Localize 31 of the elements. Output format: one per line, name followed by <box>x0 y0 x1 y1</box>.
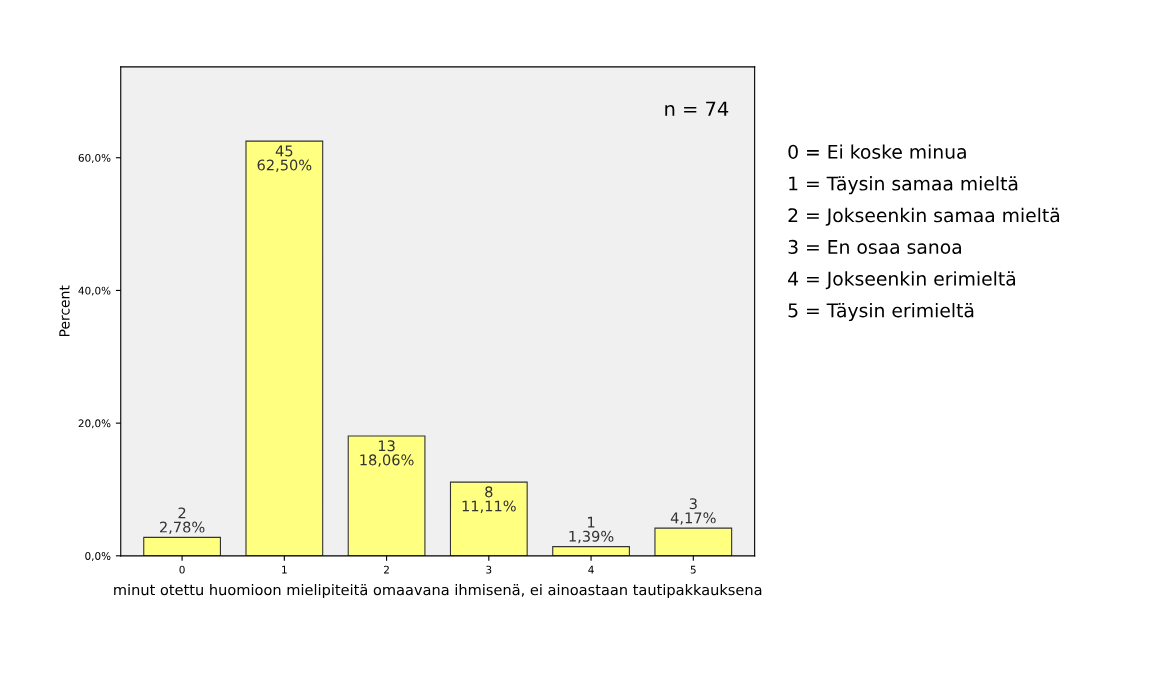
x-tick-label: 5 <box>690 565 696 574</box>
data-label: 1 1,39% <box>569 516 614 544</box>
bar <box>449 481 528 556</box>
x-tick-label: 0 <box>179 565 185 574</box>
y-axis-title: Percent <box>59 285 70 337</box>
y-tick-label: 0,0% <box>85 552 111 561</box>
bar <box>552 546 630 556</box>
text: 0 = Ei koske minua <box>788 144 966 159</box>
bar <box>245 140 324 556</box>
x-tick-label: 3 <box>486 565 492 574</box>
text: 2 = Jokseenkin samaa mieltä <box>788 207 1060 226</box>
y-tick-label: 40,0% <box>78 286 111 296</box>
text: 3 = En osaa sanoa <box>788 239 961 255</box>
x-tick-label: 4 <box>588 565 594 574</box>
data-label: 2 2,78% <box>159 507 205 535</box>
x-tick-label: 2 <box>384 565 389 574</box>
data-label: 45 62,50% <box>257 145 312 173</box>
text: 4 = Jokseenkin erimieltä <box>788 271 1016 290</box>
x-axis-title: minut otettu huomioon mielipiteitä omaavana ihmisenä, ei ainoastaan tautipakkauksena <box>114 583 762 599</box>
x-tick-label: 1 <box>282 565 287 574</box>
data-label: 13 18,06% <box>360 440 414 467</box>
text: 1 = Täysin samaa mieltä <box>789 176 1018 195</box>
text: 5 = Täysin erimieltä <box>788 302 974 322</box>
y-tick-label: 20,0% <box>78 419 111 429</box>
bar <box>347 435 426 556</box>
data-label: 8 11,11% <box>462 486 516 513</box>
annotation: n = 74 <box>665 101 729 116</box>
y-tick-label: 60,0% <box>78 153 111 163</box>
bar <box>143 536 221 556</box>
bar <box>654 527 733 556</box>
data-label: 3 4,17% <box>670 498 716 525</box>
